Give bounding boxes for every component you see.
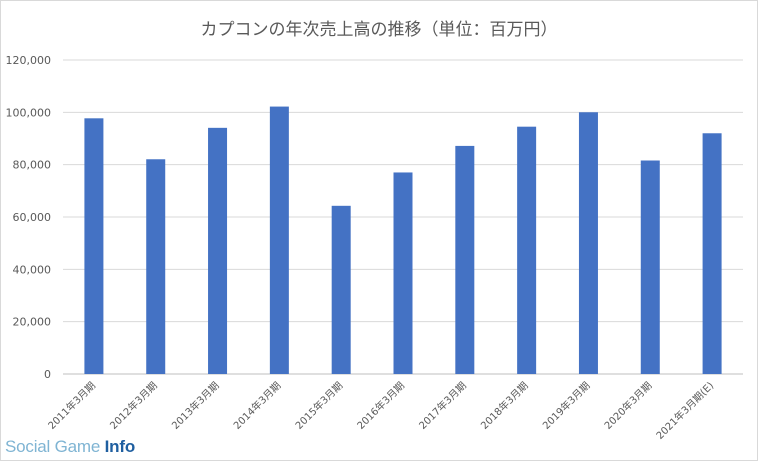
watermark-logo: Social Game Info — [5, 437, 135, 457]
x-tick-label: 2018年3月期 — [478, 379, 531, 432]
bar — [702, 133, 722, 374]
bar — [578, 112, 598, 374]
y-tick-label: 120,000 — [6, 54, 52, 67]
y-tick-label: 20,000 — [13, 316, 52, 329]
bar — [517, 126, 537, 374]
x-tick-label: 2021年3月期(E) — [653, 379, 716, 442]
x-tick-label: 2015年3月期 — [292, 379, 345, 432]
bar — [269, 106, 289, 375]
x-tick-label: 2011年3月期 — [45, 379, 98, 432]
bar — [208, 127, 228, 374]
bar — [393, 172, 413, 374]
bar — [146, 159, 166, 374]
bar — [331, 205, 351, 374]
y-tick-label: 80,000 — [13, 159, 52, 172]
x-tick-label: 2012年3月期 — [107, 379, 160, 432]
bar — [84, 118, 104, 374]
watermark-info: Info — [104, 437, 136, 456]
y-tick-label: 40,000 — [13, 263, 52, 276]
chart-title: カプコンの年次売上高の推移（単位：百万円） — [200, 20, 558, 40]
bar — [455, 145, 475, 374]
watermark-social-game: Social Game — [5, 437, 105, 456]
x-tick-label: 2014年3月期 — [231, 379, 284, 432]
x-tick-label: 2020年3月期 — [601, 379, 654, 432]
x-tick-label: 2013年3月期 — [169, 379, 222, 432]
y-tick-label: 0 — [44, 368, 51, 381]
x-tick-label: 2017年3月期 — [416, 379, 469, 432]
x-tick-label: 2016年3月期 — [354, 379, 407, 432]
bar — [640, 160, 660, 374]
x-tick-label: 2019年3月期 — [540, 379, 593, 432]
y-tick-label: 60,000 — [13, 211, 52, 224]
y-tick-label: 100,000 — [6, 106, 52, 119]
